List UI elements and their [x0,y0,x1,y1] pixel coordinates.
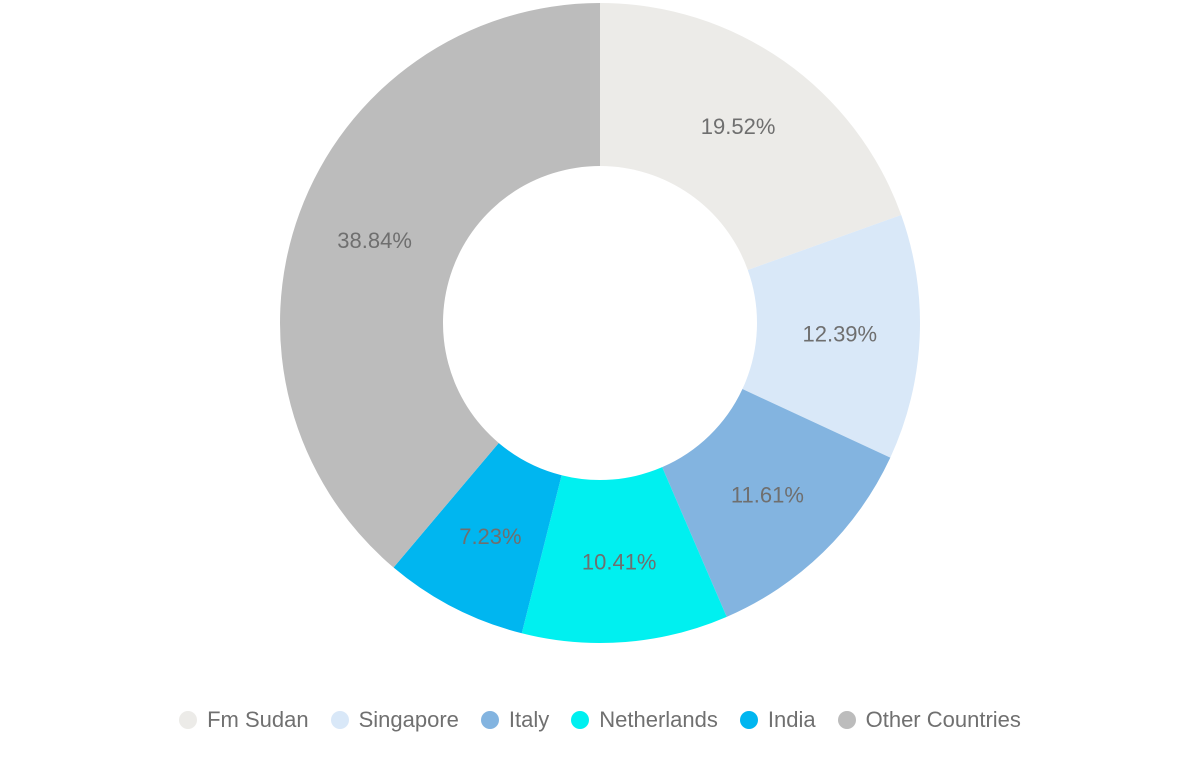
legend-item-other-countries[interactable]: Other Countries [837,707,1021,732]
legend-label-singapore: Singapore [358,707,459,732]
legend-dot-fm-sudan [179,711,198,729]
legend-dot-india [739,711,758,729]
legend-item-singapore[interactable]: Singapore [330,707,459,732]
slice-fm-sudan[interactable] [600,2,902,270]
slice-label-netherlands: 10.41% [582,550,657,575]
legend-item-india[interactable]: India [739,707,816,732]
legend-label-fm-sudan: Fm Sudan [207,707,309,732]
slice-label-italy: 11.61% [731,483,804,508]
slice-india[interactable] [393,442,562,634]
legend-item-netherlands[interactable]: Netherlands [571,709,718,731]
donut-chart: 19.52% 12.39% 11.61% 10.41% 7.23% 38.84% [280,2,921,643]
legend-label-netherlands: Netherlands [599,707,718,732]
legend-item-fm-sudan[interactable]: Fm Sudan [179,709,309,731]
legend: Fm Sudan Singapore Italy Netherlands India Ot… [0,703,1200,737]
legend-dot-other-countries [837,711,856,729]
legend-dot-singapore [330,711,349,729]
slice-label-india: 7.23% [459,524,521,549]
slice-label-fm-sudan: 19.52% [701,114,776,139]
legend-item-italy[interactable]: Italy [480,707,550,732]
slice-netherlands[interactable] [521,467,727,643]
legend-label-other-countries: Other Countries [865,707,1021,732]
slice-italy[interactable] [662,389,891,617]
slice-label-singapore: 12.39% [802,321,877,346]
legend-label-italy: Italy [508,707,550,732]
slice-other-countries[interactable] [280,3,600,568]
slice-singapore[interactable] [742,214,921,458]
legend-dot-italy [480,711,499,729]
slice-label-other-countries: 38.84% [337,228,412,253]
legend-dot-netherlands [571,711,590,729]
legend-label-india: India [767,707,816,732]
